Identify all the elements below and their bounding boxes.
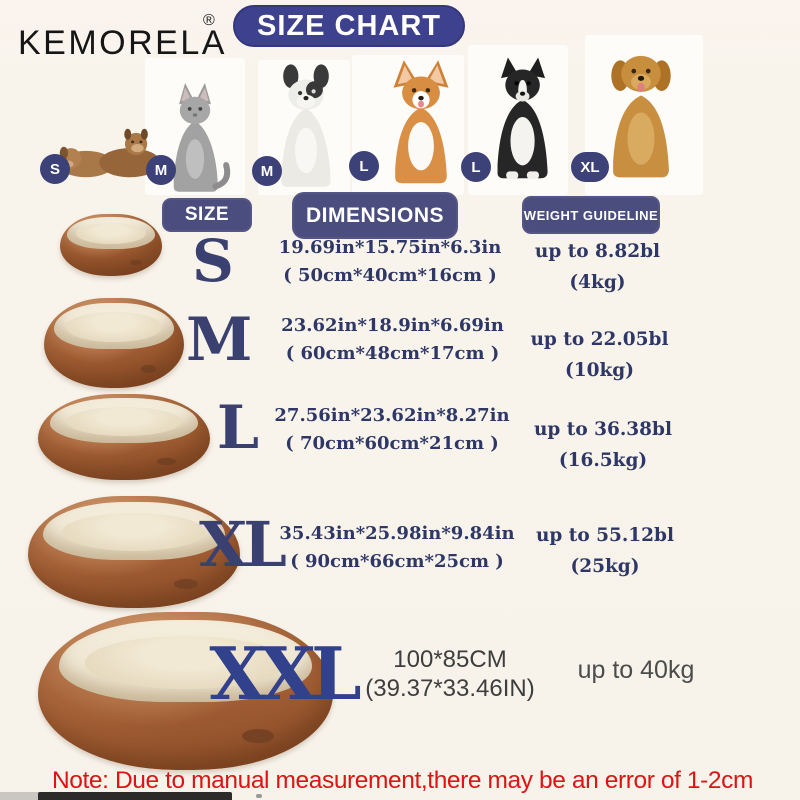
measurement-note: Note: Due to manual measurement,there ma… bbox=[51, 767, 753, 794]
row-xxl-size: XXL bbox=[209, 631, 361, 716]
size-badge-l1: L bbox=[349, 151, 379, 181]
row-l-size: L bbox=[216, 393, 260, 463]
golden-retriever-icon bbox=[611, 55, 671, 178]
row-xl-dimensions: 35.43in*25.98in*9.84in ( 90cm*66cm*25cm … bbox=[279, 523, 515, 572]
bed-photo-s bbox=[60, 214, 162, 276]
row-l-dimensions: 27.56in*23.62in*8.27in ( 70cm*60cm*21cm … bbox=[274, 405, 510, 454]
row-m-weight: up to 22.05bl (10kg) bbox=[530, 329, 669, 382]
row-l-weight: up to 36.38bl (16.5kg) bbox=[533, 419, 673, 472]
column-header-dimensions: DIMENSIONS bbox=[292, 192, 458, 239]
row-xxl-weight: up to 40kg bbox=[577, 656, 695, 684]
french-bulldog-icon bbox=[281, 64, 331, 187]
size-badge-l2: L bbox=[461, 152, 491, 182]
page-title: SIZE CHART bbox=[233, 5, 465, 47]
column-header-size: SIZE bbox=[162, 198, 252, 232]
row-s-size: S bbox=[192, 227, 234, 295]
bed-photo-xl bbox=[28, 496, 240, 608]
row-m-dimensions: 23.62in*18.9in*6.69in ( 60cm*48cm*17cm ) bbox=[281, 315, 504, 364]
corgi-icon bbox=[393, 60, 449, 184]
border-collie-icon bbox=[497, 57, 548, 180]
bottom-strip-light bbox=[0, 792, 40, 800]
cat-icon bbox=[173, 83, 231, 192]
brand-logo: KEMORELA bbox=[18, 24, 227, 62]
row-s-dimensions: 19.69in*15.75in*6.3in ( 50cm*40cm*16cm ) bbox=[278, 237, 502, 286]
size-badge-m2: M bbox=[252, 156, 282, 186]
column-header-weight-guideline: WEIGHT GUIDELINE bbox=[522, 196, 660, 234]
size-badge-m1: M bbox=[146, 155, 176, 185]
puppies-icon bbox=[58, 128, 161, 178]
row-s-weight: up to 8.82bl (4kg) bbox=[534, 241, 661, 294]
row-xl-size: XL bbox=[199, 508, 287, 581]
bed-photo-l bbox=[38, 394, 210, 480]
size-badge-xl: XL bbox=[571, 152, 609, 182]
bed-photo-m bbox=[44, 298, 184, 388]
bottom-strip-dot bbox=[256, 794, 262, 798]
registered-mark-icon: ® bbox=[203, 12, 215, 29]
bed-photo-xxl bbox=[38, 612, 333, 770]
bottom-strip-dark bbox=[38, 792, 232, 800]
row-m-size: M bbox=[186, 305, 253, 375]
row-xl-weight: up to 55.12bl (25kg) bbox=[535, 525, 675, 578]
row-xxl-dimensions: 100*85CM (39.37*33.46IN) bbox=[365, 646, 535, 702]
size-badge-s: S bbox=[40, 154, 70, 184]
